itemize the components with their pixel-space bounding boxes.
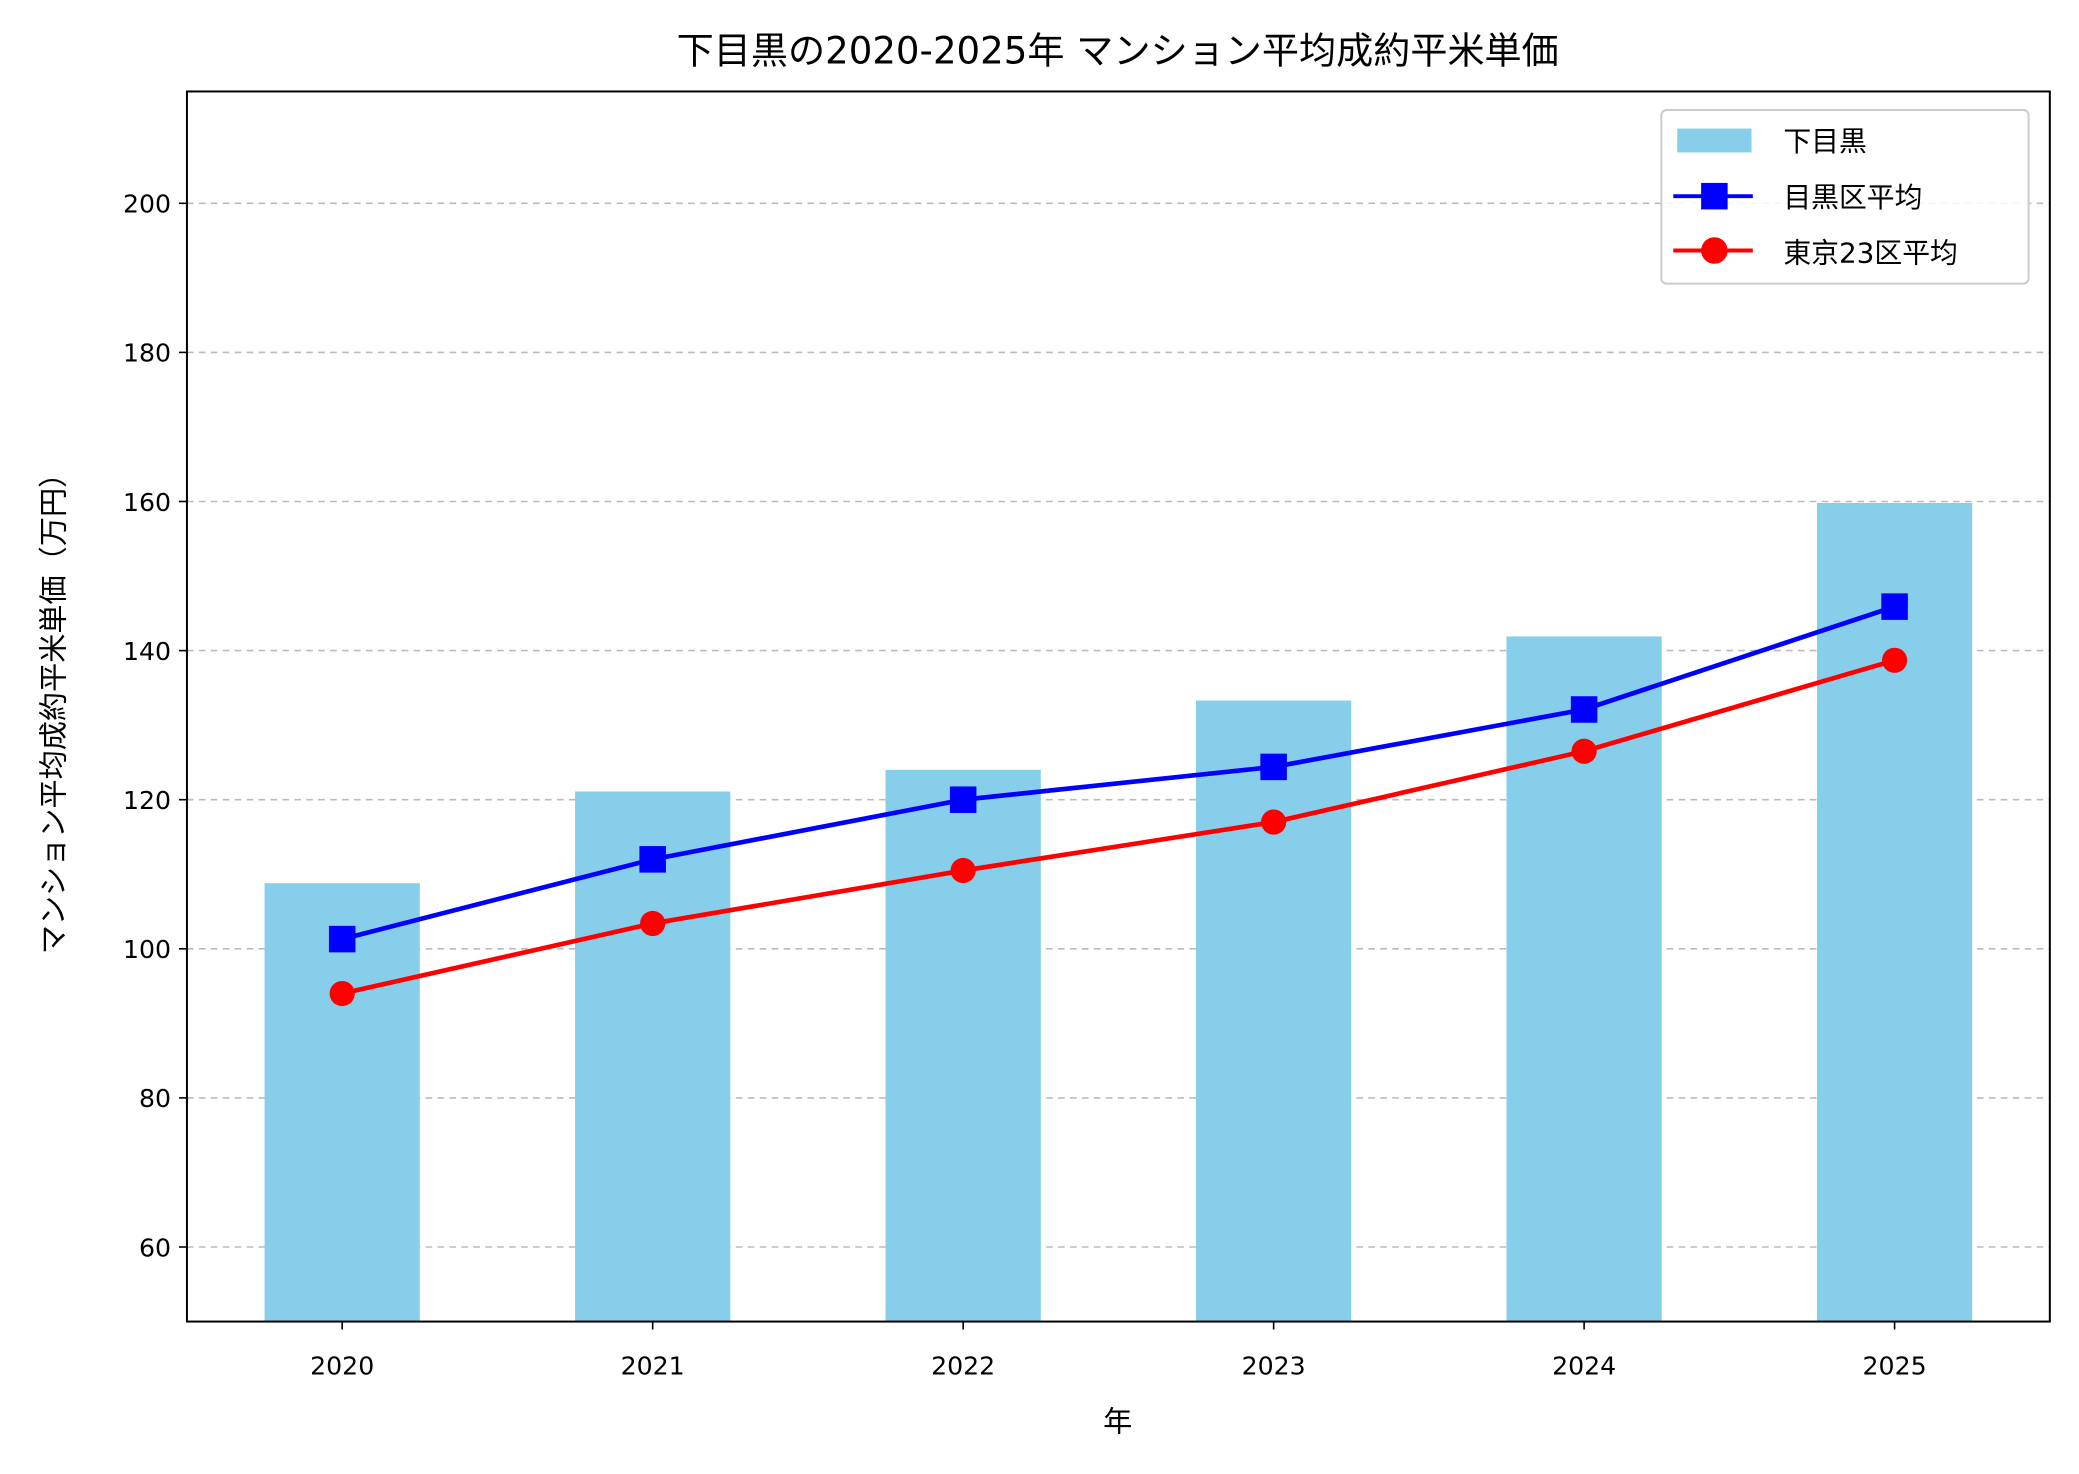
square-marker-2023 xyxy=(1260,753,1287,781)
legend-box xyxy=(1660,109,2030,285)
x-tick-label: 2021 xyxy=(621,1352,685,1381)
x-axis-label: 年 xyxy=(1103,1405,1132,1439)
chart-title: 下目黒の2020-2025年 マンション平均成約平米単価 xyxy=(677,30,1559,73)
y-ticks: 60 80 100 120 140 160 180 200 xyxy=(123,190,187,1262)
bar-2020 xyxy=(264,883,420,1322)
bars xyxy=(264,502,1973,1322)
lines xyxy=(328,593,1908,1007)
legend-circle-marker xyxy=(1701,237,1728,264)
square-marker-2022 xyxy=(949,786,977,813)
y-tick-label: 80 xyxy=(139,1084,171,1113)
y-tick-label: 180 xyxy=(123,339,171,368)
legend[interactable]: 下目黒 目黒区平均 東京23区平均 xyxy=(1660,109,2030,285)
x-tick-label: 2025 xyxy=(1863,1352,1927,1381)
plot-frame xyxy=(185,90,2051,1323)
circle-marker-2023 xyxy=(1261,809,1287,835)
circle-marker-2021 xyxy=(640,910,666,937)
y-tick-label: 60 xyxy=(139,1233,171,1262)
legend-label-2: 東京23区平均 xyxy=(1783,236,1958,269)
square-marker-2020 xyxy=(328,925,356,953)
square-marker-2021 xyxy=(639,846,666,873)
series-line-1 xyxy=(341,604,1896,942)
x-tick-label: 2020 xyxy=(310,1352,374,1381)
bar-2023 xyxy=(1196,700,1352,1322)
circle-marker-2022 xyxy=(950,857,976,884)
y-tick-label: 120 xyxy=(123,786,171,815)
x-ticks: 2020 2021 2022 2023 2024 2025 xyxy=(310,1321,1927,1381)
legend-label-1: 目黒区平均 xyxy=(1783,181,1922,214)
grid xyxy=(186,202,2050,1248)
y-tick-label: 100 xyxy=(123,935,171,964)
y-tick-label: 200 xyxy=(123,190,171,219)
circle-marker-2020 xyxy=(329,980,355,1007)
legend-square-marker xyxy=(1701,182,1728,210)
square-marker-2024 xyxy=(1570,696,1598,723)
square-marker-2025 xyxy=(1881,593,1908,620)
y-axis-label: マンション平均成約平米単価（万円） xyxy=(37,459,71,955)
x-tick-label: 2022 xyxy=(931,1352,995,1381)
y-tick-label: 160 xyxy=(123,488,171,517)
bar-2022 xyxy=(885,769,1041,1322)
series-line-2 xyxy=(341,658,1896,996)
bar-2021 xyxy=(575,791,731,1322)
legend-label-0: 下目黒 xyxy=(1783,125,1867,158)
x-tick-label: 2024 xyxy=(1552,1352,1616,1381)
circle-marker-2025 xyxy=(1881,647,1908,673)
legend-swatch-bar xyxy=(1677,128,1752,153)
bar-2025 xyxy=(1816,502,1973,1322)
x-tick-label: 2023 xyxy=(1242,1352,1306,1381)
circle-marker-2024 xyxy=(1571,738,1597,764)
y-tick-label: 140 xyxy=(123,637,171,666)
